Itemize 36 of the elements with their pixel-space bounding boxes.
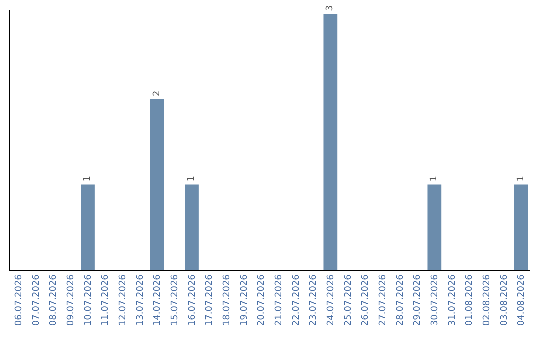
x-tick-label: 01.08.2026: [465, 274, 476, 326]
data-label: 1: [516, 176, 526, 182]
x-tick-label: 12.07.2026: [118, 274, 129, 326]
x-tick-label: 29.07.2026: [413, 274, 424, 326]
x-tick-label: 07.07.2026: [32, 274, 42, 326]
x-tick-label: 10.07.2026: [84, 274, 94, 326]
x-tick-label: 15.07.2026: [170, 274, 181, 326]
data-label: 1: [83, 176, 93, 182]
x-tick-label: 09.07.2026: [66, 274, 77, 326]
x-tick-label: 14.07.2026: [153, 274, 164, 326]
data-label: 1: [187, 176, 197, 182]
x-tick-label: 04.08.2026: [517, 274, 528, 326]
x-tick-label: 30.07.2026: [430, 274, 441, 326]
x-tick-label: 03.08.2026: [500, 274, 510, 326]
x-tick-label: 22.07.2026: [292, 274, 302, 326]
x-tick-label: 26.07.2026: [361, 274, 372, 326]
x-tick-label: 13.07.2026: [136, 274, 146, 326]
x-tick-label: 31.07.2026: [448, 274, 458, 326]
x-tick-label: 24.07.2026: [326, 274, 337, 326]
x-tick-label: 02.08.2026: [482, 274, 493, 326]
x-tick-label: 18.07.2026: [222, 274, 233, 326]
data-label: 3: [326, 6, 336, 12]
x-tick-label: 23.07.2026: [309, 274, 320, 326]
x-tick-label: 25.07.2026: [344, 274, 354, 326]
x-tick-label: 28.07.2026: [396, 274, 406, 326]
x-tick-label: 16.07.2026: [188, 274, 198, 326]
data-label: 1: [430, 176, 440, 182]
x-tick-label: 21.07.2026: [274, 274, 285, 326]
x-tick-label: 06.07.2026: [14, 274, 25, 326]
x-tick-label: 20.07.2026: [257, 274, 268, 326]
x-tick-label: 08.07.2026: [49, 274, 60, 326]
data-label: 2: [152, 90, 162, 97]
x-tick-label: 11.07.2026: [101, 274, 112, 326]
x-tick-label: 19.07.2026: [240, 274, 250, 326]
x-tick-label: 27.07.2026: [378, 274, 389, 326]
x-tick-label: 17.07.2026: [205, 274, 216, 326]
